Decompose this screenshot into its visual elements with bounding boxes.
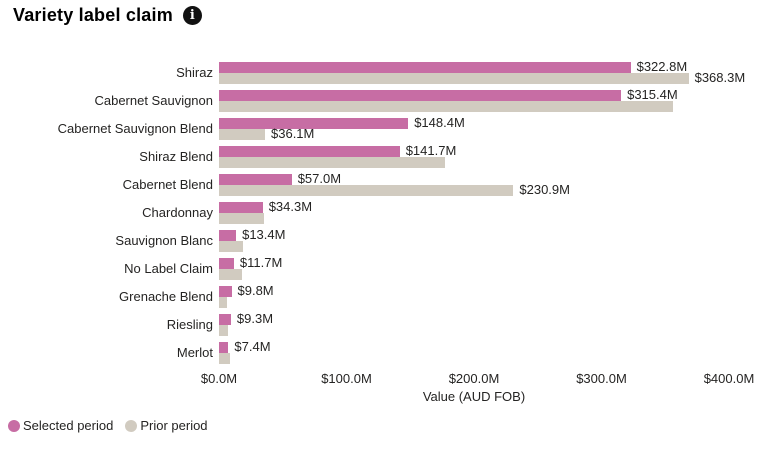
value-label-selected: $141.7M (405, 143, 457, 158)
x-tick-label: $300.0M (576, 371, 627, 386)
bar-prior[interactable] (219, 185, 514, 196)
value-label-selected: $9.8M (237, 283, 274, 298)
value-label-prior: $368.3M (694, 70, 746, 85)
category-label: No Label Claim (124, 261, 213, 276)
category-label: Cabernet Sauvignon (94, 93, 213, 108)
chart-row: Sauvignon Blanc $13.4M (0, 227, 765, 255)
category-label: Grenache Blend (119, 289, 213, 304)
category-label: Sauvignon Blanc (115, 233, 213, 248)
bar-prior[interactable] (219, 297, 228, 308)
bar-chart-plot-area: Shiraz $322.8M $368.3M Cabernet Sauvignon $3… (0, 59, 765, 367)
legend: Selected period Prior period (8, 418, 208, 433)
value-label-selected: $34.3M (268, 199, 313, 214)
chart-row: Chardonnay $34.3M (0, 199, 765, 227)
bar-prior[interactable] (219, 241, 244, 252)
value-label-selected: $7.4M (234, 339, 271, 354)
chart-row: No Label Claim $11.7M (0, 255, 765, 283)
x-tick-label: $0.0M (200, 371, 238, 386)
bar-selected[interactable] (219, 314, 231, 325)
value-label-selected: $322.8M (636, 59, 688, 74)
x-axis-title: Value (AUD FOB) (422, 389, 526, 404)
chart-row: Cabernet Sauvignon Blend $148.4M $36.1M (0, 115, 765, 143)
x-axis: $0.0M $100.0M $200.0M $300.0M $400.0M (0, 371, 765, 387)
chart-row: Grenache Blend $9.8M (0, 283, 765, 311)
page-title: Variety label claim (13, 5, 173, 25)
value-label-selected: $11.7M (239, 255, 283, 270)
bar-prior[interactable] (219, 73, 689, 84)
value-label-selected: $13.4M (242, 227, 286, 242)
x-tick-label: $100.0M (321, 371, 372, 386)
value-label-selected: $57.0M (297, 171, 342, 186)
legend-swatch-prior-period-icon (125, 419, 138, 432)
category-label: Riesling (166, 317, 213, 332)
category-label: Cabernet Sauvignon Blend (57, 121, 213, 136)
x-tick-label: $200.0M (448, 371, 500, 386)
category-label: Cabernet Blend (122, 177, 213, 192)
category-label: Merlot (176, 345, 213, 360)
value-label-prior: $230.9M (519, 182, 570, 197)
bar-prior[interactable] (219, 213, 264, 224)
category-label: Shiraz Blend (139, 149, 213, 164)
bar-selected[interactable] (219, 174, 292, 185)
bar-prior[interactable] (219, 353, 230, 364)
bar-selected[interactable] (219, 342, 229, 353)
value-label-selected: $315.4M (627, 87, 678, 102)
bar-prior[interactable] (219, 101, 673, 112)
chart-row: Shiraz $322.8M $368.3M (0, 59, 765, 87)
legend-label-selected-period: Selected period (23, 418, 114, 433)
value-label-prior: $36.1M (271, 126, 315, 141)
value-label-selected: $148.4M (414, 115, 465, 130)
category-label: Chardonnay (142, 205, 213, 220)
bar-prior[interactable] (219, 269, 242, 280)
value-label-selected: $9.3M (236, 311, 274, 326)
x-tick-label: $400.0M (703, 371, 755, 386)
bar-selected[interactable] (219, 202, 263, 213)
chart-row: Cabernet Sauvignon $315.4M (0, 87, 765, 115)
legend-item-selected-period[interactable]: Selected period (8, 418, 113, 433)
bar-selected[interactable] (219, 286, 232, 297)
chart-row: Riesling $9.3M (0, 311, 765, 339)
bar-selected[interactable] (219, 62, 631, 73)
chart-header: Variety label claim (13, 5, 202, 26)
bar-prior[interactable] (219, 129, 265, 140)
bar-prior[interactable] (219, 157, 445, 168)
bar-selected[interactable] (219, 118, 409, 129)
info-icon[interactable] (182, 6, 202, 25)
legend-item-prior-period[interactable]: Prior period (125, 418, 208, 433)
chart-row: Merlot $7.4M (0, 339, 765, 367)
bar-selected[interactable] (219, 146, 400, 157)
legend-label-prior-period: Prior period (140, 418, 208, 433)
chart-row: Shiraz Blend $141.7M (0, 143, 765, 171)
chart-row: Cabernet Blend $57.0M $230.9M (0, 171, 765, 199)
bar-prior[interactable] (219, 325, 228, 336)
bar-selected[interactable] (219, 258, 234, 269)
legend-swatch-selected-period-icon (8, 419, 20, 432)
bar-selected[interactable] (219, 90, 622, 101)
category-label: Shiraz (176, 65, 213, 80)
bar-selected[interactable] (219, 230, 237, 241)
